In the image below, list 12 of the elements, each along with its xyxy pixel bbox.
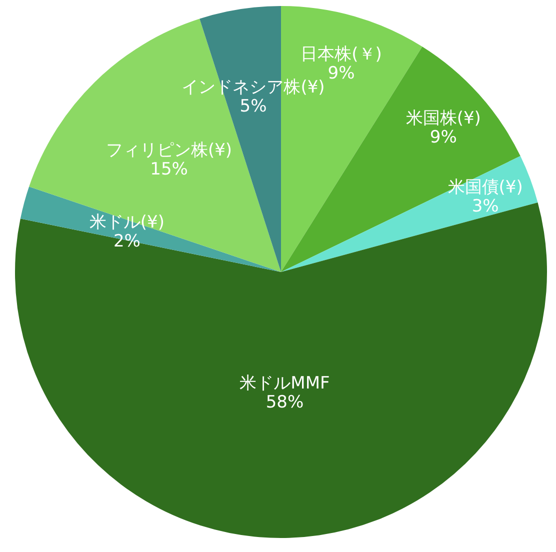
- data-label: 5%: [240, 96, 267, 116]
- slice-label: インドネシア株(¥): [182, 77, 325, 98]
- data-label: 9%: [430, 127, 457, 148]
- slice-label: 日本株(￥): [300, 44, 382, 64]
- slice-label: 米ドルMMF: [240, 374, 330, 394]
- data-label: 15%: [150, 159, 188, 180]
- data-label: 9%: [328, 63, 355, 84]
- slice-label: 米国株(¥): [406, 108, 481, 128]
- slice-label: 米ドル(¥): [89, 212, 164, 232]
- slice-label: フィリピン株(¥): [106, 140, 232, 160]
- data-label: 3%: [472, 196, 499, 217]
- data-label: 58%: [266, 392, 304, 413]
